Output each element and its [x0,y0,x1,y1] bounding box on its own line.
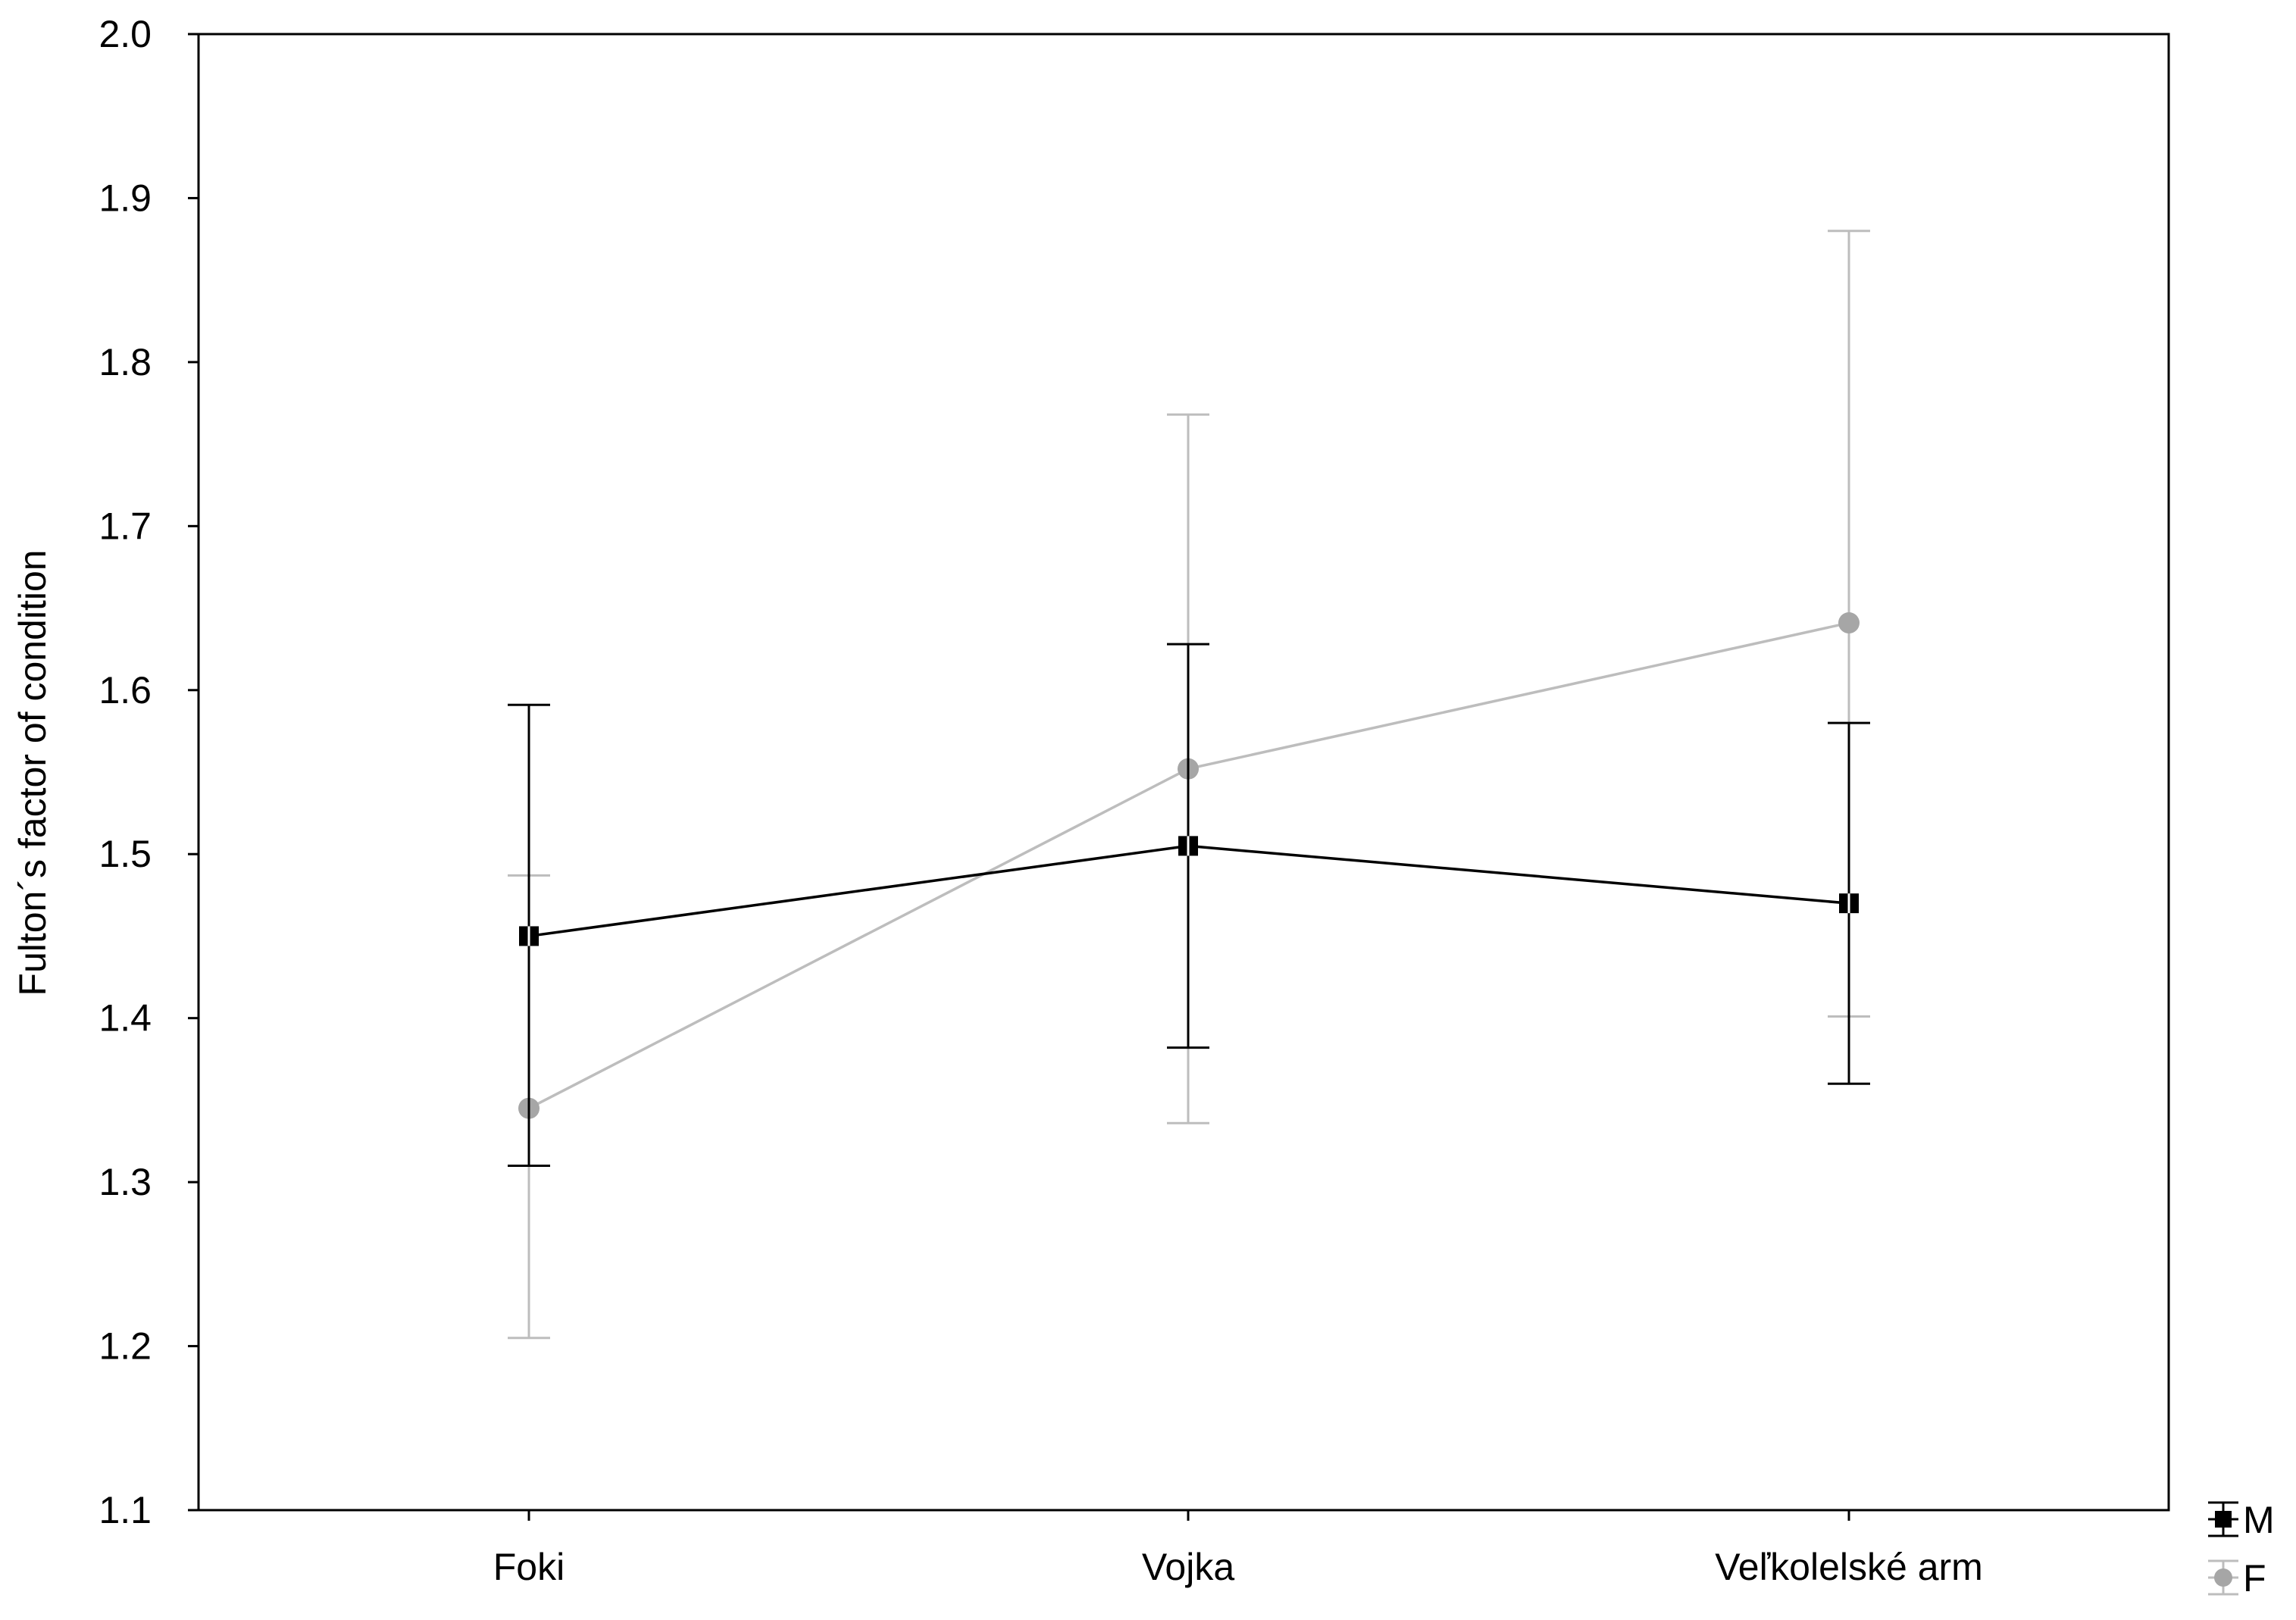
y-tick-label: 1.8 [99,341,152,383]
legend-marker [2215,1511,2232,1528]
legend-label: F [2243,1557,2266,1600]
y-axis-title: Fulton´s factor of condition [11,549,54,996]
x-axis: Foki Vojka Veľkolelské arm [493,1510,1983,1588]
series-M [508,643,1870,1167]
y-tick-label: 1.2 [99,1325,152,1368]
plot-frame [197,33,2170,1512]
x-tick-label: Foki [493,1546,565,1588]
y-tick-label: 1.9 [99,177,152,219]
legend-item-M: M [2208,1499,2275,1541]
x-tick-label: Vojka [1142,1546,1235,1588]
y-tick-label: 1.4 [99,997,152,1040]
legend-item-F: F [2208,1557,2266,1600]
y-tick-label: 2.0 [99,13,152,55]
y-tick-label: 1.5 [99,833,152,875]
y-tick-label: 1.7 [99,505,152,547]
y-tick-label: 1.6 [99,669,152,711]
legend-label: M [2243,1499,2275,1541]
x-tick-label: Veľkolelské arm [1715,1546,1983,1588]
y-axis: 1.1 1.2 1.3 1.4 1.5 1.6 1.7 1.8 1.9 2.0 [99,13,199,1531]
legend: MF [2208,1499,2275,1600]
series-layer [508,230,1870,1340]
legend-marker [2214,1568,2232,1587]
y-tick-label: 1.3 [99,1161,152,1203]
data-point [1838,612,1860,634]
y-tick-label: 1.1 [99,1489,152,1531]
